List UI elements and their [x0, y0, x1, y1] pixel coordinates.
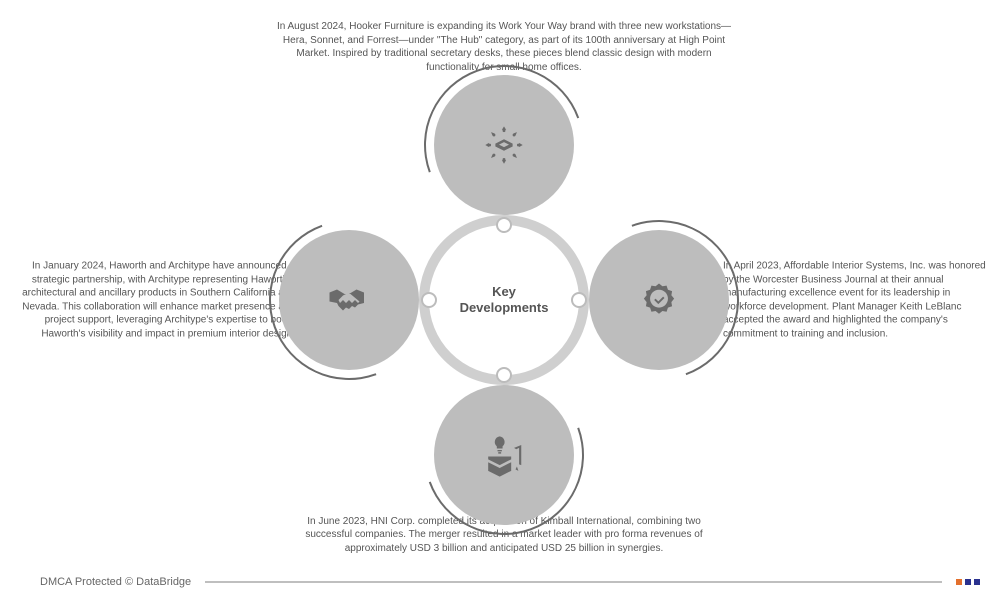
ring-dot-bottom — [496, 367, 512, 383]
ring-dot-left — [421, 292, 437, 308]
award-icon — [637, 278, 681, 322]
footer-dot-3 — [974, 579, 980, 585]
node-bubble-bottom — [434, 385, 574, 525]
handshake-icon — [325, 276, 373, 324]
footer-dot-1 — [956, 579, 962, 585]
node-text-right: In April 2023, Affordable Interior Syste… — [723, 260, 993, 341]
footer-text: DMCA Protected © DataBridge — [40, 576, 191, 588]
footer-dots — [956, 579, 980, 585]
idea-box-icon — [481, 432, 527, 478]
node-text-left: In January 2024, Haworth and Architype h… — [15, 260, 295, 341]
node-bubble-right — [589, 230, 729, 370]
footer-divider — [205, 581, 942, 583]
center-label: KeyDevelopments — [460, 284, 549, 315]
footer: DMCA Protected © DataBridge — [0, 576, 1008, 588]
footer-dot-2 — [965, 579, 971, 585]
ring-dot-top — [496, 217, 512, 233]
node-text-top: In August 2024, Hooker Furniture is expa… — [274, 20, 734, 74]
center-ring: KeyDevelopments — [419, 215, 589, 385]
ring-dot-right — [571, 292, 587, 308]
node-bubble-left — [279, 230, 419, 370]
network-icon — [481, 122, 527, 168]
key-developments-diagram: KeyDevelopments — [334, 130, 674, 470]
node-bubble-top — [434, 75, 574, 215]
